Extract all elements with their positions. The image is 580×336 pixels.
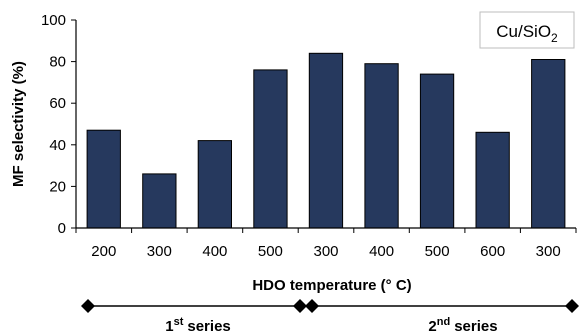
y-tick-label: 60 xyxy=(49,95,66,112)
y-tick-label: 80 xyxy=(49,54,66,71)
bar-3 xyxy=(197,140,232,229)
x-tick-label: 300 xyxy=(313,243,338,260)
x-ticks-group: 200 300 400 500 300 400 500 600 300 xyxy=(75,228,577,260)
x-axis-title: HDO temperature (° C) xyxy=(252,277,411,294)
bar-7 xyxy=(419,73,455,229)
y-tick-label: 40 xyxy=(49,137,66,154)
x-tick-label: 200 xyxy=(91,243,116,260)
series-2-left-diamond-icon xyxy=(305,299,319,313)
series-1-bracket: 1st series xyxy=(81,299,307,335)
series-1-label: 1st series xyxy=(165,316,231,335)
series-2-right-diamond-icon xyxy=(565,299,579,313)
x-tick-label: 300 xyxy=(147,243,172,260)
y-ticks-group: 0 20 40 60 80 100 xyxy=(41,12,76,237)
y-axis-title: MF selectivity (%) xyxy=(10,61,27,187)
legend-label: Cu/SiO2 xyxy=(496,22,558,45)
series-2-label: 2nd series xyxy=(428,316,497,335)
bar-8 xyxy=(475,131,510,229)
x-tick-label: 400 xyxy=(369,243,394,260)
x-tick-label: 300 xyxy=(536,243,561,260)
y-tick-label: 0 xyxy=(58,220,66,237)
legend-box xyxy=(479,11,575,49)
bars-group xyxy=(86,52,566,229)
bar-5 xyxy=(308,52,344,229)
x-tick-label: 500 xyxy=(425,243,450,260)
bar-9 xyxy=(531,59,566,229)
legend: Cu/SiO2 xyxy=(479,11,575,49)
series-2-bracket: 2nd series xyxy=(305,299,579,335)
bar-2 xyxy=(142,173,177,229)
series-1-left-diamond-icon xyxy=(81,299,95,313)
bar-6 xyxy=(364,63,399,229)
x-tick-label: 600 xyxy=(480,243,505,260)
x-tick-label: 500 xyxy=(258,243,283,260)
x-tick-label: 400 xyxy=(202,243,227,260)
bar-1 xyxy=(86,129,121,229)
y-tick-label: 20 xyxy=(49,178,66,195)
series-1-right-diamond-icon xyxy=(293,299,307,313)
bar-4 xyxy=(253,69,288,229)
y-tick-label: 100 xyxy=(41,12,66,29)
